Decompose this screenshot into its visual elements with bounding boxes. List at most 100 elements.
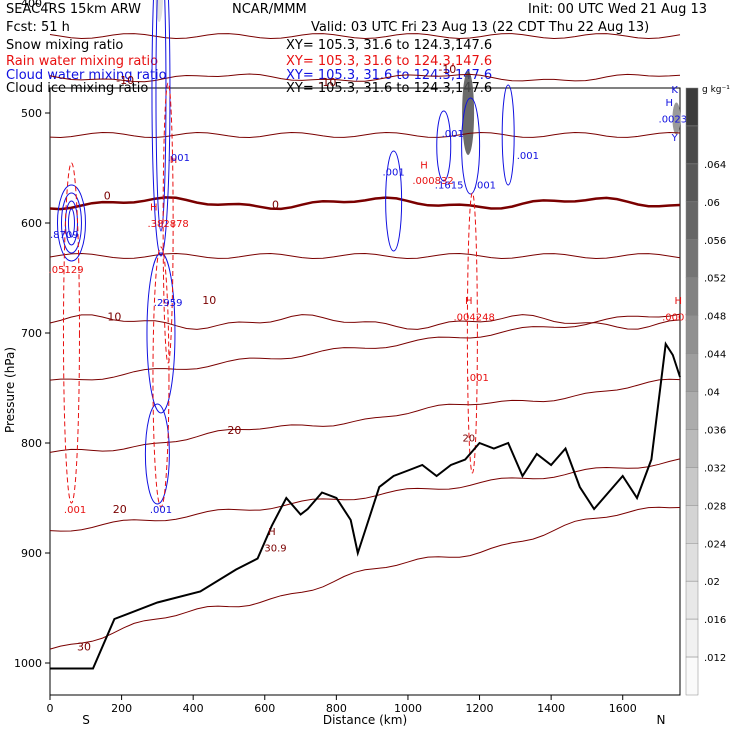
forecast-hour: Fcst: 51 h [6,20,70,35]
cloud-water-contour [151,0,171,257]
point-label: H [665,98,673,109]
field-cloudwater-name: Cloud water mixing ratio [6,68,167,83]
colorbar-label: .052 [704,274,726,285]
colorbar-swatch [685,580,699,620]
model-title: SEAC4RS 15km ARW [6,2,142,17]
x-tick-label: 800 [326,702,347,715]
x-tick-label: 0 [47,702,54,715]
colorbar-swatch [685,163,699,203]
x-tick-label: 1000 [394,702,422,715]
colorbar-swatch [685,505,699,544]
colorbar-swatch [685,125,699,165]
point-label: .001 [474,181,496,192]
point-label: .05129 [49,265,84,276]
point-label: .0023 [659,115,688,126]
colorbar-label: .06 [704,198,720,209]
point-label: H [170,155,178,166]
isotherm-line [49,252,681,260]
point-label: H [420,161,428,172]
cloud-water-contour [144,403,170,505]
colorbar-swatch [685,277,699,316]
point-label: Y [671,133,679,144]
rain-water-contour [466,192,478,474]
y-tick-label: 700 [21,327,42,340]
colorbar-label: .032 [704,463,726,474]
y-tick-label: 500 [21,107,42,120]
init-time: Init: 00 UTC Wed 21 Aug 13 [528,2,708,17]
point-label: .001 [150,505,172,516]
isotherm-label: 30 [77,641,91,654]
colorbar-label: .048 [704,312,726,323]
point-label: .004248 [453,313,494,324]
x-tick-label: 200 [111,702,132,715]
x-tick-label: 1400 [537,702,565,715]
point-label: .001 [517,151,539,162]
colorbar-unit: g kg⁻¹ [702,85,730,95]
isotherm-label: 20 [113,503,127,516]
point-label: H [465,296,473,307]
field-snow-name: Snow mixing ratio [6,38,124,53]
cloud-water-contour [501,84,515,186]
cloud-water-contour [67,208,75,238]
isotherm-line [49,131,681,139]
isotherm-line [49,378,681,453]
cloud-water-contour [56,184,86,262]
colorbar-swatch [685,353,699,392]
isotherm-line [49,73,681,83]
south-label: S [82,713,90,727]
x-tick-label: 1200 [466,702,494,715]
colorbar-label: .012 [704,653,726,664]
point-label: .2959 [154,298,183,309]
point-label: K [671,85,678,96]
cloud-water-contour [385,150,403,252]
valid-time: Valid: 03 UTC Fri 23 Aug 13 (22 CDT Thu … [311,20,650,35]
colorbar-label: .036 [704,425,726,436]
colorbar-label: .044 [704,350,726,361]
terrain-line [50,341,681,670]
y-tick-label: 600 [21,217,42,230]
field-cloudwater-xy: XY= 105.3, 31.6 to 124.3,147.6 [286,68,493,83]
point-label: .8709 [50,230,79,241]
source-label: NCAR/MMM [232,2,307,17]
colorbar-swatch [685,315,699,354]
cloud-water-contour [146,252,176,414]
snow-shade-blob [672,102,681,135]
point-label: .001 [467,373,489,384]
isotherm-label: 0 [272,198,279,211]
field-rain-name: Rain water mixing ratio [6,54,159,69]
colorbar-swatch [685,543,699,582]
rain-water-contour [152,246,170,508]
point-label: .382878 [147,219,188,230]
point-label: 30.9 [264,544,286,555]
colorbar-swatch [685,618,699,658]
isotherm-label: 0 [104,190,111,203]
point-label: .001 [168,153,190,164]
point-label: 20 [462,434,475,445]
x-tick-label: 600 [254,702,275,715]
field-rain-xy: XY= 105.3, 31.6 to 124.3,147.6 [286,54,493,69]
point-label: .0001 [662,313,691,324]
colorbar-label: .056 [704,236,726,247]
colorbar-label: .028 [704,501,726,512]
isotherm-label: -10 [116,74,134,87]
isotherm-label: -10 [318,76,336,89]
x-tick-label: 1600 [609,702,637,715]
isotherm-label: 10 [107,311,121,324]
colorbar-label: .02 [704,577,720,588]
colorbar-label: .04 [704,388,720,399]
plot-frame [49,87,681,696]
x-axis-title: Distance (km) [323,713,407,727]
colorbar-swatch [685,467,699,506]
colorbar-label: .024 [704,539,726,550]
isotherm-line [49,313,681,381]
point-label: .000832 [412,176,453,187]
point-label: H [674,296,682,307]
isotherm-label: -10 [438,63,456,76]
field-snow-xy: XY= 105.3, 31.6 to 124.3,147.6 [286,38,493,53]
cloud-water-contour [436,110,452,182]
isotherm-label: 10 [202,294,216,307]
north-label: N [657,713,666,727]
isotherm-line [49,196,681,211]
